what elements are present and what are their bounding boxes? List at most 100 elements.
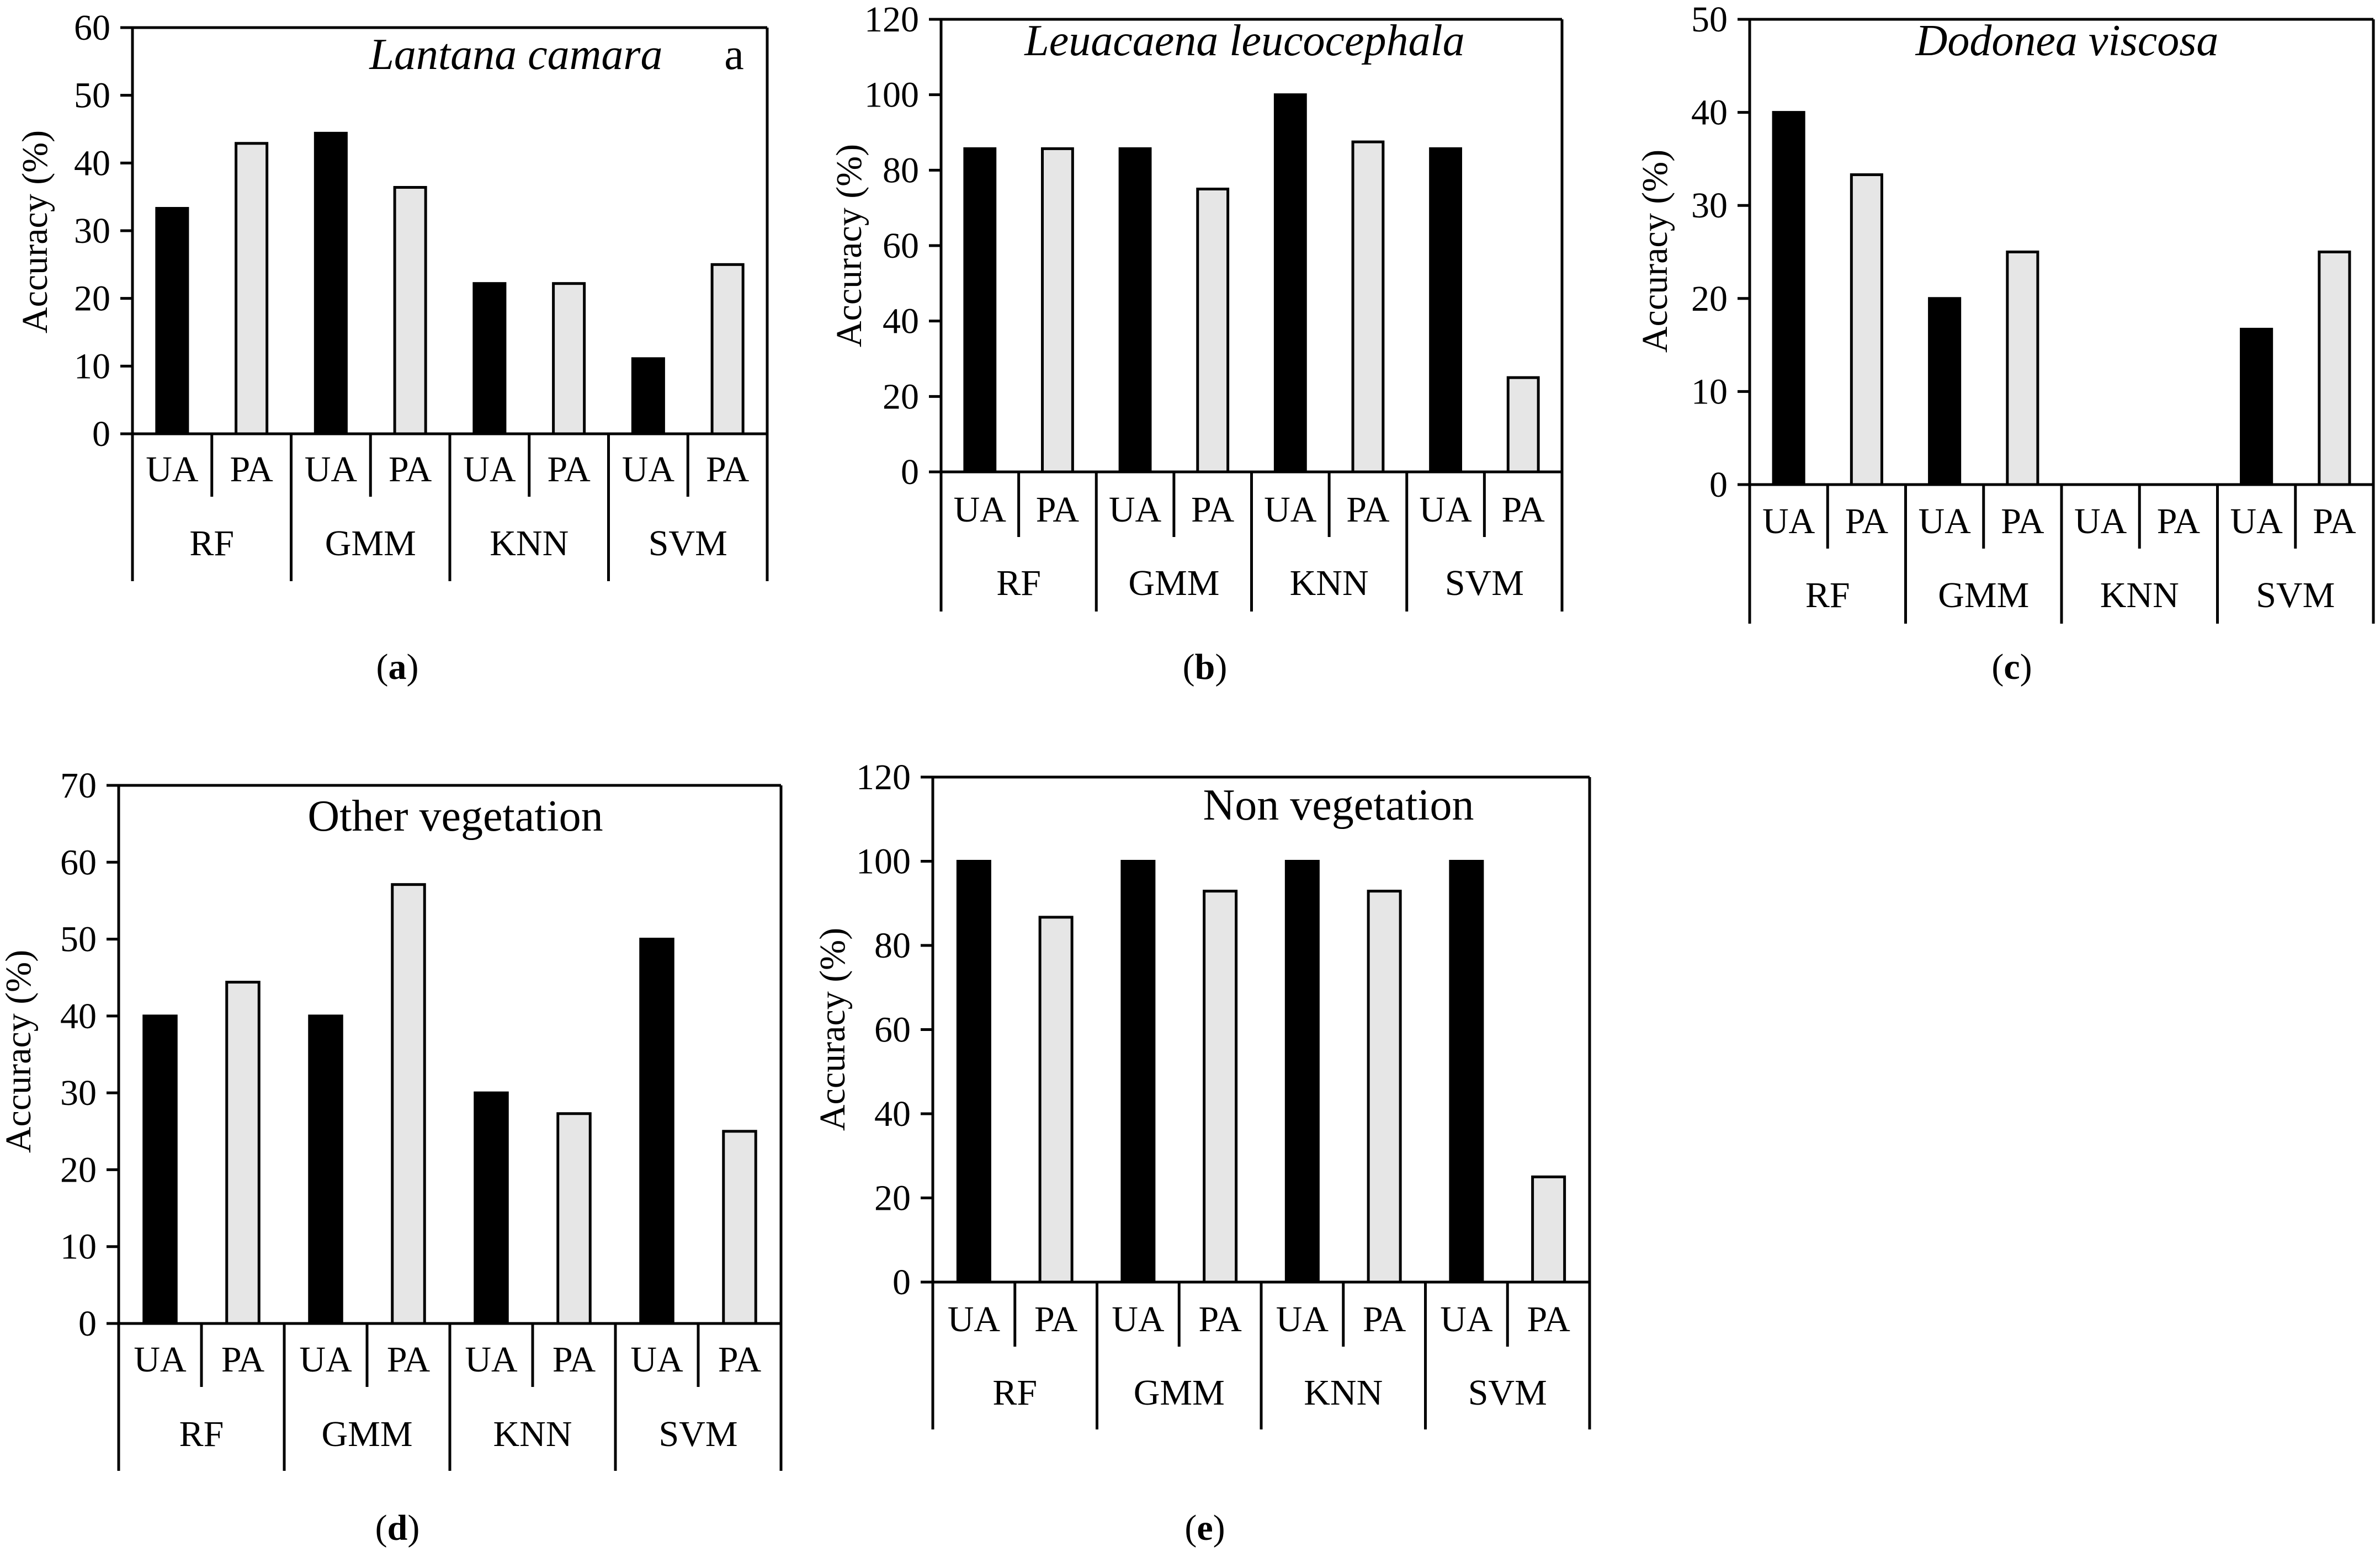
- caption-close-paren: ): [407, 647, 419, 687]
- chart-title-a: Lantana camara: [369, 30, 662, 79]
- x-group-label-a: SVM: [649, 523, 727, 563]
- bar-a-knn-ua: [472, 282, 507, 435]
- bar-a-svm-pa: [710, 263, 745, 435]
- y-tick-label-d: 0: [78, 1304, 97, 1344]
- chart-title-e: Non vegetation: [1203, 781, 1474, 830]
- x-category-label-b: UA: [1264, 490, 1317, 530]
- y-tick-label-b: 0: [901, 452, 919, 492]
- caption-open-paren: (: [1183, 647, 1195, 687]
- bar-e-svm-pa: [1531, 1175, 1566, 1284]
- y-tick-label-e: 0: [892, 1262, 911, 1302]
- y-tick-label-a: 40: [74, 143, 110, 183]
- caption-close-paren: ): [1213, 1508, 1225, 1548]
- y-tick-label-a: 20: [74, 279, 110, 319]
- x-group-label-c: SVM: [2256, 575, 2335, 615]
- y-tick-label-d: 40: [60, 996, 97, 1036]
- y-tick-label-e: 20: [874, 1178, 911, 1219]
- x-category-label-c: UA: [2230, 501, 2283, 541]
- y-tick-label-a: 50: [74, 76, 110, 116]
- x-category-label-a: PA: [230, 449, 273, 490]
- x-group-label-b: KNN: [1290, 563, 1369, 603]
- y-tick-label-b: 60: [883, 226, 919, 266]
- chart-title-d: Other vegetation: [307, 792, 603, 841]
- x-category-label-e: UA: [948, 1299, 1001, 1339]
- bar-b-knn-pa: [1351, 140, 1385, 474]
- panel-caption-c: (c): [1991, 647, 2032, 687]
- x-category-label-b: UA: [954, 490, 1007, 530]
- bar-b-svm-ua: [1429, 147, 1462, 474]
- x-category-label-e: PA: [1198, 1299, 1242, 1339]
- bar-e-knn-ua: [1284, 860, 1320, 1284]
- x-group-label-d: GMM: [321, 1414, 412, 1454]
- y-axis-title-e: Accuracy (%): [812, 928, 853, 1131]
- x-group-label-d: SVM: [658, 1414, 737, 1454]
- x-category-label-e: PA: [1034, 1299, 1078, 1339]
- bar-c-gmm-ua: [1928, 297, 1962, 486]
- panel-caption-e: (e): [1184, 1508, 1225, 1548]
- x-category-label-c: PA: [2001, 501, 2044, 541]
- bar-d-svm-pa: [722, 1130, 757, 1325]
- y-tick-label-d: 50: [60, 919, 97, 960]
- x-category-label-a: PA: [706, 449, 750, 490]
- x-category-label-d: UA: [299, 1339, 352, 1380]
- x-group-label-b: SVM: [1445, 563, 1524, 603]
- x-category-label-b: PA: [1191, 490, 1235, 530]
- panel-caption-a: (a): [376, 647, 419, 687]
- chart-panel-b: 0 20 40 60 80 100 120 Accuracy (%) UA PA RF UA PA GMM…: [829, 0, 1564, 687]
- x-group-label-b: RF: [996, 563, 1041, 603]
- bar-e-rf-pa: [1038, 916, 1074, 1284]
- bar-e-knn-pa: [1367, 890, 1402, 1284]
- bar-a-rf-ua: [155, 207, 189, 435]
- corner-letter-a: a: [724, 30, 744, 79]
- y-axis-title-d: Accuracy (%): [0, 950, 39, 1153]
- bar-b-rf-ua: [963, 147, 997, 474]
- bar-a-gmm-ua: [314, 131, 348, 435]
- x-category-label-c: PA: [2157, 501, 2201, 541]
- x-category-label-e: UA: [1276, 1299, 1329, 1339]
- y-tick-label-d: 30: [60, 1073, 97, 1113]
- caption-letter: c: [2004, 647, 2020, 687]
- bar-a-gmm-pa: [393, 185, 427, 435]
- bar-c-rf-ua: [1772, 111, 1805, 486]
- x-category-label-c: UA: [1918, 501, 1971, 541]
- x-category-label-c: PA: [2313, 501, 2356, 541]
- x-category-label-d: UA: [465, 1339, 518, 1380]
- x-group-label-e: GMM: [1134, 1373, 1225, 1413]
- y-tick-label-b: 20: [883, 376, 919, 417]
- x-category-label-a: UA: [146, 449, 199, 490]
- chart-panel-e: 0 20 40 60 80 100 120 Accuracy (%) UA PA RF UA PA GMM…: [812, 757, 1591, 1548]
- x-group-label-a: GMM: [325, 523, 416, 563]
- panel-caption-d: (d): [375, 1508, 420, 1548]
- y-tick-label-b: 40: [883, 301, 919, 342]
- y-axis-title-c: Accuracy (%): [1635, 150, 1675, 353]
- panel-caption-b: (b): [1183, 647, 1228, 687]
- y-axis-title-b: Accuracy (%): [829, 144, 869, 347]
- y-tick-label-c: 40: [1691, 93, 1728, 133]
- y-tick-label-c: 20: [1691, 279, 1728, 319]
- bar-d-svm-ua: [639, 938, 674, 1325]
- bar-b-rf-pa: [1041, 147, 1074, 474]
- bar-b-svm-pa: [1506, 376, 1540, 474]
- y-tick-label-c: 50: [1691, 0, 1728, 40]
- y-tick-label-d: 10: [60, 1227, 97, 1267]
- bar-c-gmm-pa: [2006, 251, 2039, 486]
- y-tick-label-a: 30: [74, 211, 110, 251]
- caption-open-paren: (: [376, 647, 389, 687]
- caption-close-paren: ): [407, 1508, 419, 1548]
- caption-letter: b: [1195, 647, 1215, 687]
- bar-d-rf-pa: [225, 981, 261, 1325]
- x-category-label-d: PA: [387, 1339, 431, 1380]
- x-category-label-e: UA: [1440, 1299, 1493, 1339]
- bar-d-gmm-ua: [308, 1014, 343, 1325]
- chart-panel-d: 0 10 20 30 40 50 60 70 Accuracy (%) UA PA RF UA PA GMM…: [0, 765, 783, 1548]
- x-category-label-d: UA: [630, 1339, 683, 1380]
- x-category-label-b: PA: [1502, 490, 1545, 530]
- caption-letter: d: [387, 1508, 408, 1548]
- x-category-label-e: PA: [1363, 1299, 1406, 1339]
- caption-close-paren: ): [2020, 647, 2032, 687]
- x-group-label-c: GMM: [1938, 575, 2029, 615]
- bar-c-svm-pa: [2318, 251, 2351, 486]
- y-tick-label-d: 60: [60, 842, 97, 882]
- y-tick-label-a: 10: [74, 346, 110, 386]
